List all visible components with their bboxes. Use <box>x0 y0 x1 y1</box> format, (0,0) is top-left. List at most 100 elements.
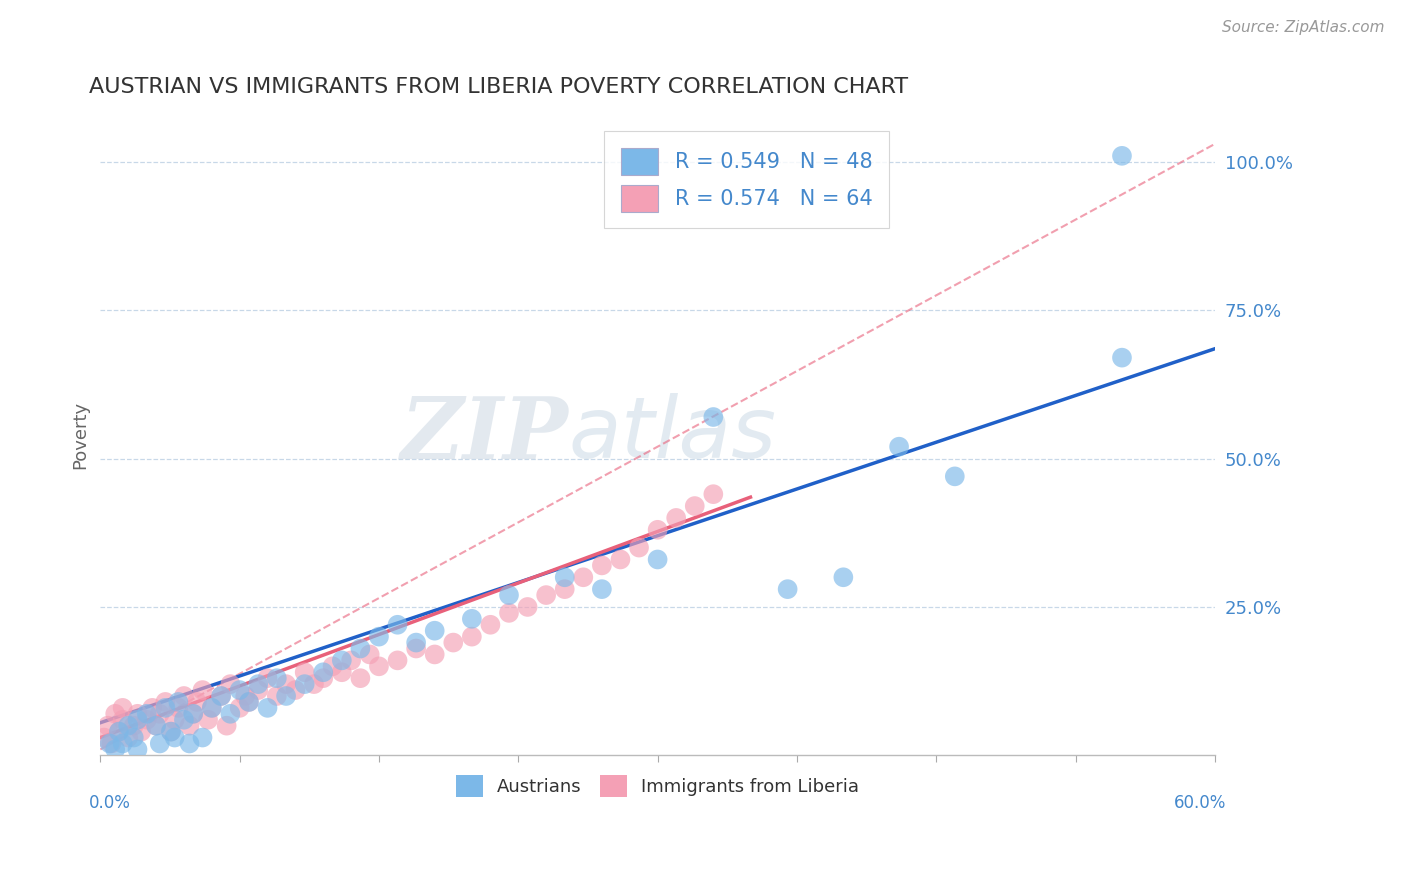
Point <box>330 653 353 667</box>
Point <box>149 706 172 721</box>
Point <box>186 695 208 709</box>
Point <box>160 724 183 739</box>
Text: atlas: atlas <box>568 393 776 476</box>
Point <box>256 671 278 685</box>
Legend: Austrians, Immigrants from Liberia: Austrians, Immigrants from Liberia <box>449 767 866 804</box>
Point <box>127 742 149 756</box>
Point <box>93 731 115 745</box>
Point <box>173 713 195 727</box>
Point <box>108 724 131 739</box>
Point <box>943 469 966 483</box>
Point <box>209 689 232 703</box>
Point <box>1111 351 1133 365</box>
Point <box>312 665 335 680</box>
Point <box>591 558 613 573</box>
Point <box>340 653 363 667</box>
Point <box>554 582 576 596</box>
Point <box>233 689 256 703</box>
Point <box>108 724 131 739</box>
Point <box>145 719 167 733</box>
Point <box>163 731 186 745</box>
Point <box>274 677 297 691</box>
Point <box>228 701 250 715</box>
Point <box>647 523 669 537</box>
Point <box>173 689 195 703</box>
Point <box>145 719 167 733</box>
Point <box>167 695 190 709</box>
Y-axis label: Poverty: Poverty <box>72 401 89 469</box>
Point <box>160 724 183 739</box>
Point <box>191 731 214 745</box>
Point <box>181 706 204 721</box>
Point <box>256 701 278 715</box>
Point <box>554 570 576 584</box>
Point <box>149 736 172 750</box>
Point <box>238 695 260 709</box>
Point <box>219 706 242 721</box>
Point <box>98 736 121 750</box>
Point <box>201 701 224 715</box>
Point <box>228 683 250 698</box>
Point <box>266 671 288 685</box>
Text: Source: ZipAtlas.com: Source: ZipAtlas.com <box>1222 20 1385 35</box>
Point <box>97 719 120 733</box>
Point <box>498 606 520 620</box>
Point <box>647 552 669 566</box>
Point <box>135 706 157 721</box>
Point <box>349 641 371 656</box>
Point <box>312 671 335 685</box>
Point <box>127 713 149 727</box>
Point <box>702 487 724 501</box>
Point <box>117 719 139 733</box>
Point <box>665 511 688 525</box>
Point <box>122 719 145 733</box>
Point <box>284 683 307 698</box>
Point <box>111 701 134 715</box>
Point <box>219 677 242 691</box>
Point <box>122 731 145 745</box>
Point <box>238 695 260 709</box>
Text: AUSTRIAN VS IMMIGRANTS FROM LIBERIA POVERTY CORRELATION CHART: AUSTRIAN VS IMMIGRANTS FROM LIBERIA POVE… <box>89 78 908 97</box>
Point <box>129 724 152 739</box>
Point <box>887 440 910 454</box>
Point <box>266 689 288 703</box>
Point <box>135 713 157 727</box>
Point <box>127 706 149 721</box>
Point <box>405 635 427 649</box>
Point <box>181 706 204 721</box>
Point <box>387 617 409 632</box>
Point <box>141 701 163 715</box>
Point <box>702 409 724 424</box>
Point <box>534 588 557 602</box>
Point <box>368 659 391 673</box>
Point <box>179 719 201 733</box>
Point <box>359 648 381 662</box>
Point <box>117 731 139 745</box>
Point <box>832 570 855 584</box>
Point <box>111 736 134 750</box>
Point <box>683 499 706 513</box>
Point <box>104 706 127 721</box>
Point <box>441 635 464 649</box>
Point <box>155 701 177 715</box>
Point <box>247 683 270 698</box>
Text: 0.0%: 0.0% <box>89 794 131 812</box>
Point <box>330 665 353 680</box>
Point <box>215 719 238 733</box>
Point <box>405 641 427 656</box>
Point <box>776 582 799 596</box>
Point <box>572 570 595 584</box>
Point <box>423 648 446 662</box>
Text: 60.0%: 60.0% <box>1174 794 1226 812</box>
Point <box>368 630 391 644</box>
Point <box>498 588 520 602</box>
Point <box>591 582 613 596</box>
Point <box>163 713 186 727</box>
Point <box>100 736 122 750</box>
Point <box>197 713 219 727</box>
Point <box>479 617 502 632</box>
Point <box>179 736 201 750</box>
Point <box>609 552 631 566</box>
Point <box>387 653 409 667</box>
Point <box>461 612 484 626</box>
